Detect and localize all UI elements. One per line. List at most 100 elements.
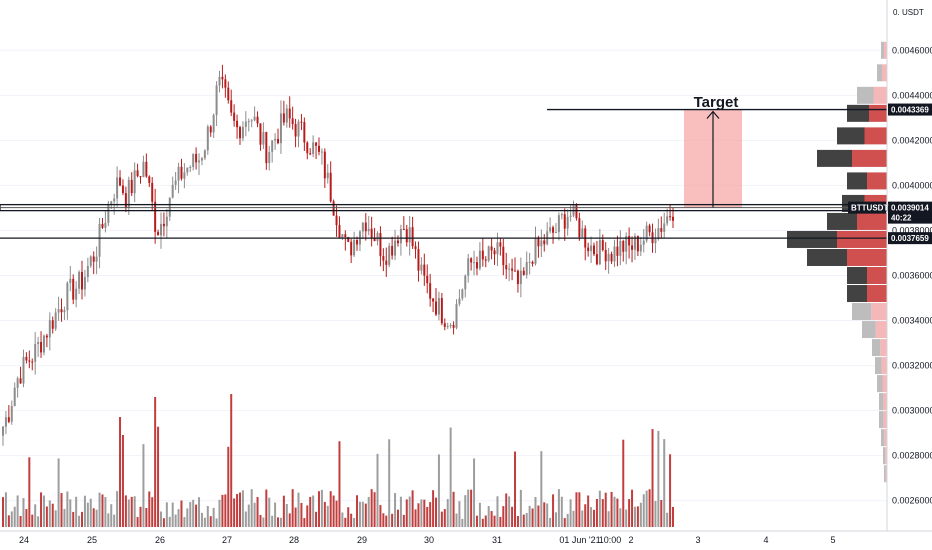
candle-body — [42, 335, 45, 353]
volume-bar — [475, 515, 478, 527]
candle-body — [326, 172, 329, 179]
volume-bar — [42, 495, 45, 527]
volume-bar — [367, 496, 370, 527]
volume-bar — [496, 496, 499, 527]
target-arrow-head — [706, 110, 720, 119]
candle-body — [622, 241, 625, 252]
candle-body — [45, 335, 48, 338]
volume-bar — [288, 513, 291, 527]
volume-bar — [373, 492, 376, 527]
volume-bar — [244, 511, 247, 527]
profile-bar-sell — [885, 465, 887, 483]
profile-bar-sell — [873, 86, 887, 104]
volume-bar — [101, 494, 104, 527]
candle-body — [113, 198, 116, 202]
volume-bar — [420, 499, 423, 527]
volume-bar — [613, 496, 616, 527]
volume-bar — [154, 397, 157, 527]
volume-bar — [631, 489, 634, 527]
profile-bar-sell — [882, 64, 887, 82]
candle-body — [139, 176, 142, 178]
volume-bar — [493, 515, 496, 527]
level-price-box — [888, 103, 932, 116]
candle-body — [320, 151, 323, 153]
currency-label[interactable]: USDT — [902, 8, 924, 17]
y-tick-label: 0.0044000 — [892, 90, 932, 100]
volume-bar — [426, 506, 429, 527]
volume-bar — [464, 495, 467, 527]
profile-bar-sell — [864, 127, 887, 145]
volume-bar — [300, 502, 303, 527]
profile-bar-sell — [884, 429, 887, 447]
volume-bar — [183, 517, 186, 527]
volume-bar — [455, 513, 458, 527]
candle-body — [317, 145, 320, 152]
candle-body — [177, 166, 180, 181]
volume-bar — [148, 491, 151, 527]
volume-bar — [587, 495, 590, 527]
candle-body — [312, 142, 315, 155]
volume-bar — [31, 514, 34, 527]
volume-bar — [672, 506, 674, 527]
price-axis[interactable]: 0.0046000 0.0044000 0.0042000 0.0040000 0.00… — [886, 0, 932, 531]
candle-body — [657, 228, 660, 239]
volume-bar — [546, 503, 549, 527]
candle-body — [329, 172, 332, 202]
y-tick-label: 0.0040000 — [892, 180, 932, 190]
profile-bar-sell — [867, 172, 887, 190]
profile-bar-sell — [867, 285, 887, 303]
candle-body — [543, 240, 546, 245]
volume-bar — [616, 498, 619, 527]
candle-body — [66, 282, 69, 311]
volume-bar — [130, 496, 133, 527]
volume-bar — [171, 502, 174, 527]
candle-body — [598, 240, 601, 265]
volume-bar — [37, 516, 40, 527]
volume-bar — [133, 496, 136, 527]
profile-bar-buy — [847, 104, 869, 122]
volume-bar — [578, 492, 581, 527]
y-tick-label: 0.0034000 — [892, 316, 932, 326]
candle-body — [408, 227, 411, 243]
candle-body — [31, 361, 34, 363]
volume-bar — [470, 489, 473, 527]
volume-bar — [306, 505, 309, 527]
volume-bar — [177, 509, 180, 527]
candle-body — [391, 245, 394, 256]
volume-bar — [312, 495, 315, 527]
candle-body — [183, 172, 186, 179]
candle-body — [429, 283, 432, 299]
candle-body — [274, 138, 277, 141]
candle-body — [402, 228, 405, 230]
volume-bar — [157, 426, 160, 527]
candle-body — [385, 260, 388, 265]
volume-bar — [230, 394, 233, 527]
volume-bar — [581, 510, 584, 527]
volume-bar — [247, 504, 250, 527]
volume-bar — [379, 505, 382, 527]
candle-body — [303, 122, 306, 143]
candle-body — [478, 250, 481, 269]
volume-bar — [549, 517, 552, 527]
volume-bar — [95, 509, 98, 527]
volume-bar — [633, 506, 636, 527]
candle-body — [238, 127, 241, 139]
candle-body — [625, 236, 628, 252]
x-tick-label: 28 — [289, 535, 299, 545]
volume-bar — [271, 515, 274, 527]
candle-body — [101, 223, 104, 228]
profile-bar-buy — [787, 230, 837, 248]
candle-body — [581, 228, 584, 238]
candle-body — [549, 227, 552, 232]
volume-bar — [136, 517, 139, 527]
candle-body — [309, 153, 312, 155]
candle-body — [271, 140, 274, 152]
volume-bar — [110, 504, 113, 527]
candle-body — [595, 254, 598, 265]
x-tick-label: 4 — [763, 535, 768, 545]
volume-bar — [63, 508, 66, 527]
